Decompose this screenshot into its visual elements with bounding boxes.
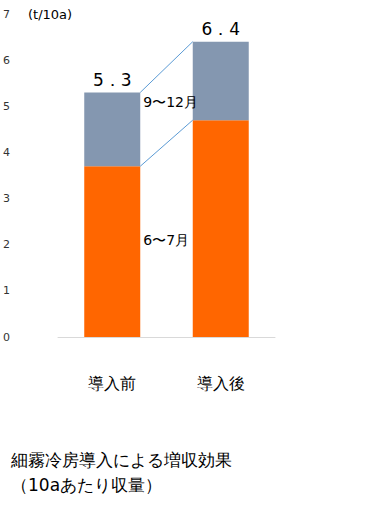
svg-text:4: 4 — [3, 146, 10, 159]
svg-text:（10aあたり収量）: （10aあたり収量） — [11, 475, 162, 495]
svg-text:導入前: 導入前 — [88, 374, 136, 393]
svg-text:5．3: 5．3 — [93, 70, 132, 90]
svg-text:5: 5 — [3, 100, 10, 113]
svg-text:3: 3 — [3, 192, 10, 205]
svg-text:導入後: 導入後 — [197, 374, 245, 393]
svg-text:7: 7 — [3, 8, 10, 21]
svg-text:(t/10a): (t/10a) — [28, 7, 72, 22]
svg-text:0: 0 — [3, 331, 10, 344]
svg-text:細霧冷房導入による増収効果: 細霧冷房導入による増収効果 — [10, 450, 232, 470]
svg-text:6: 6 — [3, 54, 10, 67]
svg-text:1: 1 — [3, 284, 10, 297]
svg-text:6．4: 6．4 — [201, 19, 240, 39]
svg-text:2: 2 — [3, 238, 10, 251]
svg-text:9〜12月: 9〜12月 — [143, 94, 198, 110]
svg-text:6〜7月: 6〜7月 — [143, 232, 189, 248]
